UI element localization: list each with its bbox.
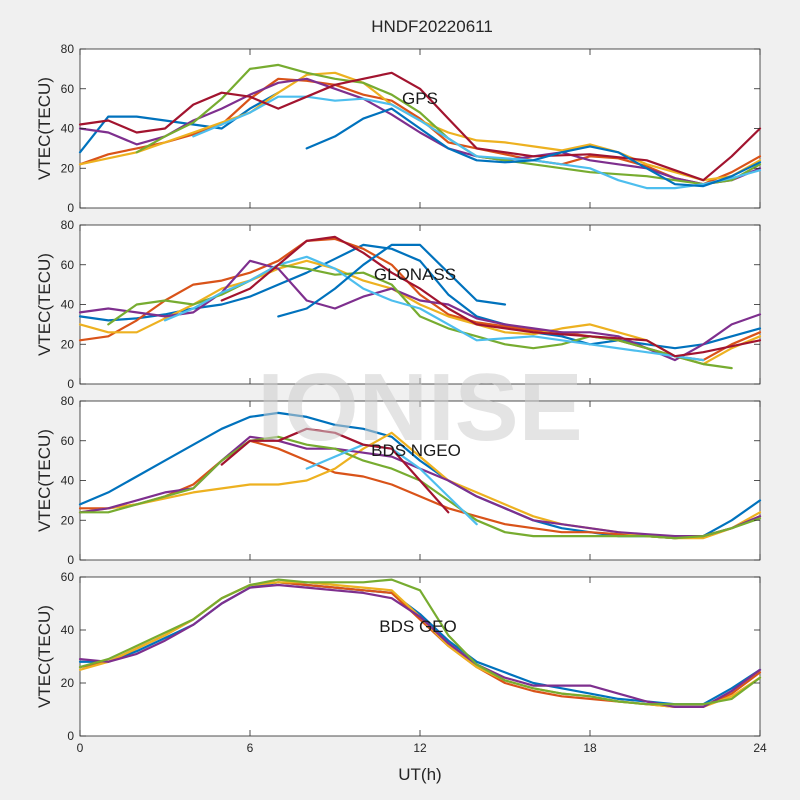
- panel-label: GPS: [402, 89, 438, 108]
- series-line: [163, 255, 705, 362]
- series-line: [78, 91, 280, 154]
- y-tick-label: 60: [61, 82, 75, 96]
- y-tick-label: 20: [61, 513, 75, 527]
- panel-glonass: 06121824020406080VTEC(TECU)GLONASS: [35, 218, 762, 391]
- y-tick-label: 0: [67, 729, 74, 743]
- y-tick-label: 20: [61, 161, 75, 175]
- series-line: [220, 235, 762, 358]
- panel-gps: 06121824020406080VTEC(TECU)GPS: [35, 42, 762, 215]
- y-tick-label: 80: [61, 218, 75, 232]
- y-tick-label: 60: [61, 570, 75, 584]
- y-axis-label: VTEC(TECU): [35, 605, 54, 708]
- y-tick-label: 40: [61, 623, 75, 637]
- x-tick-label: 18: [583, 741, 597, 755]
- x-tick-label: 12: [413, 741, 427, 755]
- y-tick-label: 40: [61, 474, 75, 488]
- x-tick-label: 24: [753, 741, 767, 755]
- series-line: [78, 578, 762, 706]
- panel-label: BDS NGEO: [371, 441, 461, 460]
- series-line: [277, 243, 507, 318]
- y-tick-label: 40: [61, 298, 75, 312]
- y-axis-label: VTEC(TECU): [35, 77, 54, 180]
- y-tick-label: 80: [61, 42, 75, 56]
- series-line: [135, 63, 762, 186]
- y-tick-label: 0: [67, 553, 74, 567]
- x-axis-label: UT(h): [398, 765, 441, 784]
- y-tick-label: 40: [61, 122, 75, 136]
- series-line: [78, 77, 762, 186]
- y-tick-label: 20: [61, 337, 75, 351]
- y-tick-label: 0: [67, 201, 74, 215]
- watermark-text: IONISE: [257, 354, 582, 461]
- panel-label: GLONASS: [374, 265, 456, 284]
- panel-bds-geo: 0 6 12 18 24 0 20 40 60 VTEC(TECU) BDS GEO: [35, 570, 767, 755]
- y-tick-label: 60: [61, 434, 75, 448]
- series-line: [192, 95, 762, 190]
- y-tick-label: 80: [61, 394, 75, 408]
- y-axis-label: VTEC(TECU): [35, 253, 54, 356]
- y-tick-label: 20: [61, 676, 75, 690]
- y-tick-label: 0: [67, 377, 74, 391]
- panel-bds-ngeo: 06121824020406080VTEC(TECU)BDS NGEO: [35, 394, 762, 567]
- plot-area: [79, 576, 761, 737]
- y-axis-label: VTEC(TECU): [35, 429, 54, 532]
- x-tick-label: 6: [247, 741, 254, 755]
- y-tick-label: 60: [61, 258, 75, 272]
- series-line: [220, 427, 450, 514]
- figure-title: HNDF20220611: [371, 17, 493, 36]
- panel-label: BDS GEO: [379, 617, 456, 636]
- x-tick-label: 0: [77, 741, 84, 755]
- series-line: [78, 583, 762, 709]
- series-line: [305, 107, 762, 188]
